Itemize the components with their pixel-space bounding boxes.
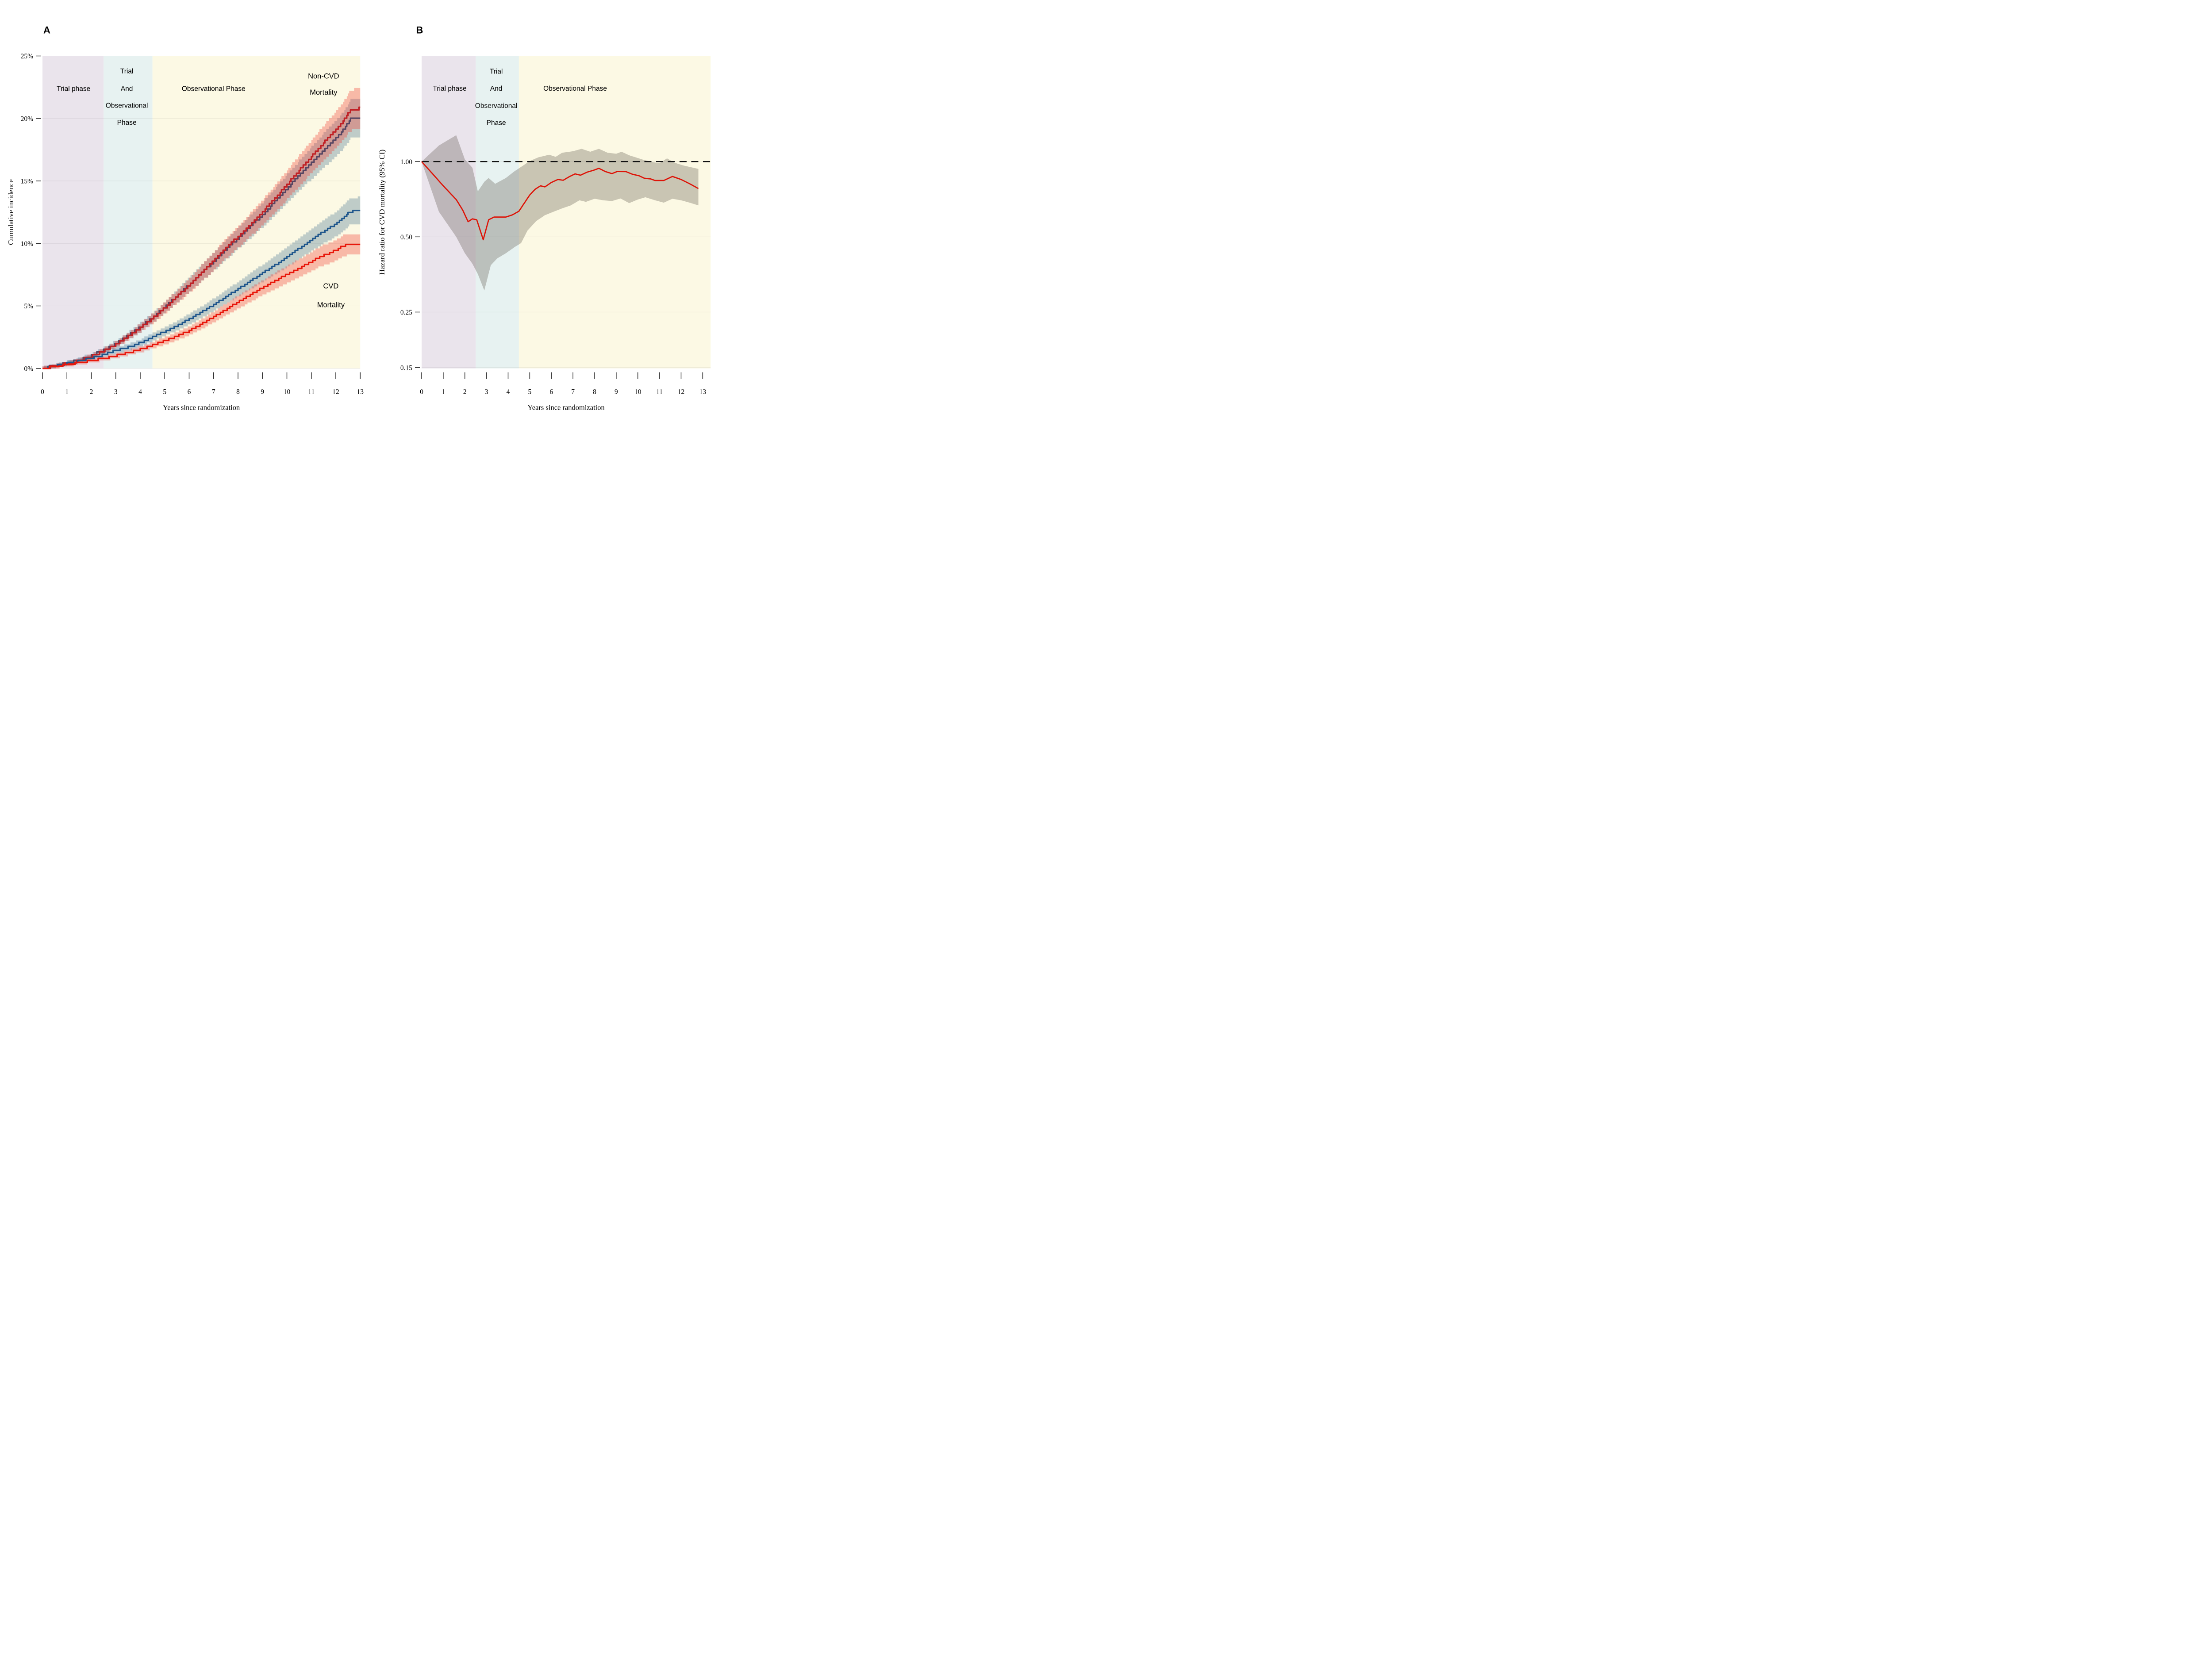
phase-band-trial bbox=[422, 56, 476, 369]
y-tick-label: 0% bbox=[24, 365, 33, 373]
panel-A: 0%5%10%15%20%25%0 1 2 3 4 5 6 7 8 9 10 11 12 13Years … bbox=[7, 24, 364, 411]
x-axis-title: Years since randomization bbox=[527, 403, 604, 412]
x-tick-label: 0 bbox=[41, 388, 44, 396]
y-tick-label: 15% bbox=[21, 178, 34, 185]
panel-letter-b: B bbox=[416, 24, 423, 35]
x-tick-label: 3 bbox=[114, 388, 118, 396]
annotation-observational: Observational bbox=[106, 102, 148, 110]
phase-band-observational bbox=[152, 56, 361, 369]
x-tick-label: 12 bbox=[332, 388, 339, 396]
x-tick-label: 3 bbox=[485, 388, 488, 396]
x-tick-label: 4 bbox=[507, 388, 510, 396]
y-tick-label: 1.00 bbox=[400, 158, 412, 166]
annotation-cvd: CVD bbox=[323, 282, 339, 290]
y-tick-label: 0.25 bbox=[400, 309, 412, 316]
annotation-and: And bbox=[121, 85, 133, 93]
x-tick-label: 8 bbox=[593, 388, 596, 396]
phase-band-trial-and-observational bbox=[104, 56, 153, 369]
y-tick-label: 10% bbox=[21, 240, 34, 248]
km-hazard-figure: 0% 5% 10% 15% 20% 25% 0 1 2 3 4 5 6 7 8 9 10 11 12 13 Years … bbox=[0, 0, 730, 415]
x-tick-label: 6 bbox=[549, 388, 553, 396]
x-tick-label: 2 bbox=[90, 388, 93, 396]
x-axis-title: Years since randomization bbox=[163, 403, 240, 412]
phase-band-trial-and-observational bbox=[476, 56, 519, 369]
x-tick-label: 13 bbox=[699, 388, 707, 396]
y-tick-label: 5% bbox=[24, 303, 33, 310]
x-tick-label: 13 bbox=[357, 388, 364, 396]
x-tick-label: 5 bbox=[528, 388, 532, 396]
annotation-trial-phase: Trial phase bbox=[57, 85, 90, 93]
y-axis-title: Cumulative incidence bbox=[7, 179, 15, 245]
x-tick-label: 12 bbox=[678, 388, 685, 396]
panel-letter-a: A bbox=[43, 24, 50, 35]
panel-B: 1.000.500.250.150 1 2 3 4 5 6 7 8 9 10 11 12 13Years … bbox=[378, 24, 711, 412]
x-tick-label: 10 bbox=[634, 388, 641, 396]
annotation-observational-phase: Observational Phase bbox=[182, 85, 246, 93]
x-tick-label: 9 bbox=[614, 388, 618, 396]
x-tick-label: 5 bbox=[163, 388, 166, 396]
series-line-cvd-mortality-blue bbox=[42, 210, 361, 369]
y-axis-title: Hazard ratio for CVD mortality (95% CI) bbox=[378, 150, 386, 275]
x-tick-label: 11 bbox=[308, 388, 315, 396]
y-tick-label: 0.50 bbox=[400, 234, 412, 241]
y-tick-label: 20% bbox=[21, 115, 34, 123]
x-tick-label: 10 bbox=[284, 388, 291, 396]
ci-band-hazard-ratio-95ci bbox=[422, 135, 699, 291]
y-tick-label: 0.15 bbox=[400, 364, 412, 372]
x-tick-label: 11 bbox=[656, 388, 663, 396]
series-line-cvd-mortality-red bbox=[42, 243, 361, 369]
x-tick-label: 9 bbox=[261, 388, 264, 396]
annotation-trial: Trial bbox=[120, 68, 134, 75]
annotation-mortality: Mortality bbox=[317, 301, 345, 309]
x-tick-label: 1 bbox=[442, 388, 445, 396]
annotation-observational: Observational bbox=[475, 102, 518, 110]
annotation-non-cvd: Non-CVD bbox=[308, 72, 339, 80]
figure-canvas: 0%5%10%15%20%25%0 1 2 3 4 5 6 7 8 9 10 11 12 13Years … bbox=[7, 24, 711, 412]
annotation-phase: Phase bbox=[487, 119, 506, 127]
x-tick-label: 1 bbox=[65, 388, 69, 396]
x-tick-label: 7 bbox=[571, 388, 575, 396]
annotation-mortality: Mortality bbox=[310, 88, 338, 96]
annotation-observational-phase: Observational Phase bbox=[543, 85, 607, 92]
annotation-trial: Trial bbox=[490, 68, 503, 75]
annotation-and: And bbox=[490, 85, 503, 92]
x-tick-label: 6 bbox=[188, 388, 191, 396]
annotation-trial-phase: Trial phase bbox=[433, 85, 466, 92]
x-tick-label: 4 bbox=[138, 388, 142, 396]
x-tick-label: 7 bbox=[212, 388, 215, 396]
x-tick-label: 8 bbox=[236, 388, 240, 396]
y-tick-label: 25% bbox=[21, 53, 34, 60]
x-tick-label: 0 bbox=[420, 388, 423, 396]
annotation-phase: Phase bbox=[117, 119, 137, 127]
series-line-non-cvd-mortality-red bbox=[42, 106, 361, 369]
series-line-hazard-ratio-cvd-mortality bbox=[421, 161, 699, 241]
ci-ribbon-cvd-mortality-red bbox=[42, 234, 361, 369]
x-tick-label: 2 bbox=[463, 388, 467, 396]
phase-band-observational bbox=[518, 56, 711, 369]
phase-band-trial bbox=[42, 56, 104, 369]
